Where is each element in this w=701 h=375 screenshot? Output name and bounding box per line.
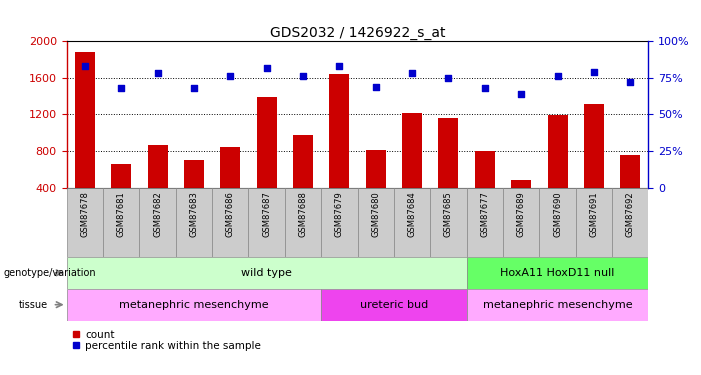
- Point: [79, 63, 90, 69]
- Bar: [503, 188, 539, 257]
- Text: GSM87682: GSM87682: [153, 191, 162, 237]
- Bar: [511, 180, 531, 188]
- Bar: [257, 97, 277, 188]
- Text: GSM87686: GSM87686: [226, 191, 235, 237]
- Text: wild type: wild type: [241, 268, 292, 278]
- Bar: [547, 115, 568, 188]
- Text: tissue: tissue: [19, 300, 48, 310]
- Bar: [467, 257, 648, 289]
- Point: [479, 85, 491, 91]
- Text: GSM87683: GSM87683: [189, 191, 198, 237]
- Text: GSM87677: GSM87677: [480, 191, 489, 237]
- Bar: [467, 188, 503, 257]
- Bar: [539, 188, 576, 257]
- Bar: [293, 135, 313, 188]
- Bar: [184, 160, 204, 188]
- Bar: [220, 147, 240, 188]
- Bar: [467, 289, 648, 321]
- Text: GSM87684: GSM87684: [407, 191, 416, 237]
- Bar: [248, 188, 285, 257]
- Bar: [285, 188, 321, 257]
- Bar: [475, 151, 495, 188]
- Text: GSM87681: GSM87681: [116, 191, 125, 237]
- Title: GDS2032 / 1426922_s_at: GDS2032 / 1426922_s_at: [270, 26, 445, 40]
- Text: GSM87678: GSM87678: [81, 191, 89, 237]
- Text: HoxA11 HoxD11 null: HoxA11 HoxD11 null: [501, 268, 615, 278]
- Bar: [139, 188, 176, 257]
- Bar: [430, 188, 467, 257]
- Text: genotype/variation: genotype/variation: [4, 268, 96, 278]
- Bar: [103, 188, 139, 257]
- Bar: [321, 188, 358, 257]
- Point: [552, 74, 563, 80]
- Point: [334, 63, 345, 69]
- Text: ureteric bud: ureteric bud: [360, 300, 428, 310]
- Bar: [438, 118, 458, 188]
- Bar: [147, 144, 168, 188]
- Bar: [67, 188, 103, 257]
- Point: [224, 74, 236, 80]
- Point: [297, 74, 308, 80]
- Bar: [394, 188, 430, 257]
- Text: GSM87690: GSM87690: [553, 191, 562, 237]
- Text: GSM87691: GSM87691: [590, 191, 599, 237]
- Bar: [111, 164, 131, 188]
- Bar: [612, 188, 648, 257]
- Bar: [576, 188, 612, 257]
- Text: GSM87679: GSM87679: [335, 191, 343, 237]
- Point: [261, 64, 272, 70]
- Bar: [67, 257, 467, 289]
- Legend: count, percentile rank within the sample: count, percentile rank within the sample: [72, 330, 261, 351]
- Bar: [212, 188, 248, 257]
- Bar: [620, 154, 640, 188]
- Bar: [366, 150, 386, 188]
- Text: metanephric mesenchyme: metanephric mesenchyme: [483, 300, 632, 310]
- Bar: [67, 289, 321, 321]
- Text: GSM87685: GSM87685: [444, 191, 453, 237]
- Text: GSM87688: GSM87688: [299, 191, 308, 237]
- Point: [152, 70, 163, 76]
- Point: [588, 69, 599, 75]
- Bar: [176, 188, 212, 257]
- Point: [443, 75, 454, 81]
- Bar: [402, 112, 422, 188]
- Text: GSM87692: GSM87692: [626, 191, 634, 237]
- Bar: [329, 74, 349, 188]
- Text: GSM87689: GSM87689: [517, 191, 526, 237]
- Point: [370, 84, 381, 90]
- Point: [189, 85, 200, 91]
- Text: GSM87680: GSM87680: [372, 191, 380, 237]
- Point: [407, 70, 418, 76]
- Text: metanephric mesenchyme: metanephric mesenchyme: [119, 300, 268, 310]
- Bar: [321, 289, 467, 321]
- Bar: [358, 188, 394, 257]
- Point: [116, 85, 127, 91]
- Bar: [75, 52, 95, 188]
- Point: [625, 79, 636, 85]
- Point: [515, 91, 526, 97]
- Bar: [584, 104, 604, 188]
- Text: GSM87687: GSM87687: [262, 191, 271, 237]
